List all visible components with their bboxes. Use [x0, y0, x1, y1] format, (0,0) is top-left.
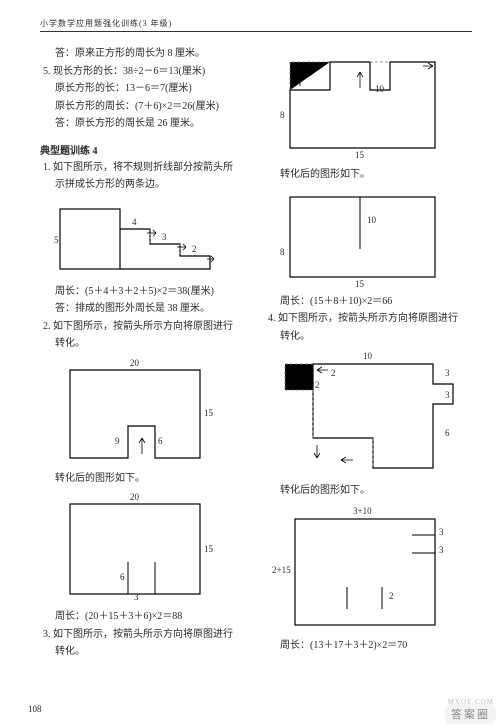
- label: 20: [130, 492, 139, 502]
- text-line: 周长：(20＋15＋3＋6)×2＝88: [55, 610, 247, 625]
- label: 15: [204, 544, 213, 554]
- figure-svg: [277, 505, 452, 633]
- label: 2+15: [272, 565, 291, 575]
- text-line: 答：排成的图形外周长是 38 厘米。: [55, 302, 247, 317]
- text-line: 4. 如下图所示，按箭头所示方向将原图进行: [268, 312, 472, 327]
- figure-svg: [275, 189, 450, 289]
- label: 6: [120, 572, 125, 582]
- figure-rect-transformed: 20 15 6 3: [60, 492, 220, 604]
- text-line: 转化后的图形如下。: [280, 168, 472, 183]
- label: 3: [445, 368, 450, 378]
- page-header: 小学数学应用题强化训练(3 年级): [40, 18, 472, 32]
- text-line: 3. 如下图所示，按箭头所示方向将原图进行: [43, 628, 247, 643]
- label: 3: [439, 527, 444, 537]
- figure-notch: 20 15 9 6: [60, 358, 220, 466]
- text-line: 周长：(13＋17＋3＋2)×2＝70: [280, 639, 472, 654]
- label: 2: [389, 591, 394, 601]
- text-line: 转化后的图形如下。: [280, 484, 472, 499]
- label: 2: [192, 244, 197, 254]
- figure-svg: [60, 358, 220, 466]
- text-line: 转化。: [55, 337, 247, 352]
- figure-staircase: 5 4 3 2: [52, 199, 222, 279]
- text-line: 周长：(5＋4＋3＋2＋5)×2＝38(厘米): [55, 285, 247, 300]
- figure-svg: [52, 199, 222, 279]
- text-line: 5. 现长方形的长：38÷2－6＝13(厘米): [43, 65, 247, 80]
- label: 3: [445, 390, 450, 400]
- label: 10: [375, 84, 384, 94]
- label: 3+10: [353, 506, 372, 516]
- figure-d: 3+10 3 3 2+15 2: [277, 505, 452, 633]
- label: 6: [158, 436, 163, 446]
- label: 6: [445, 428, 450, 438]
- page: 小学数学应用题强化训练(3 年级) 答：原来正方形的周长为 8 厘米。 5. 现…: [0, 0, 500, 671]
- text-line: 原长方形的长：13－6＝7(厘米): [55, 82, 247, 97]
- label: 15: [204, 408, 213, 418]
- label: 8: [280, 247, 285, 257]
- label: 10: [363, 351, 372, 361]
- figure-svg: [275, 50, 450, 162]
- text-line: 转化。: [280, 330, 472, 345]
- watermark-badge: 答案圈: [445, 704, 496, 724]
- label: 4: [132, 217, 137, 227]
- label: 8: [280, 110, 285, 120]
- text-line: 1. 如下图所示，将不规则折线部分按箭头所: [43, 161, 247, 176]
- text-line: 答：原长方形的周长是 26 厘米。: [55, 117, 247, 132]
- label: 3: [134, 592, 139, 602]
- figure-svg: [60, 492, 220, 604]
- text-line: 转化。: [55, 645, 247, 660]
- text-line: 示拼成长方形的两条边。: [55, 178, 247, 193]
- label: 10: [367, 215, 376, 225]
- two-columns: 答：原来正方形的周长为 8 厘米。 5. 现长方形的长：38÷2－6＝13(厘米…: [40, 44, 472, 663]
- figure-a: 8 10 15: [275, 50, 450, 162]
- label: 2: [315, 380, 320, 390]
- label: 2: [331, 368, 336, 378]
- text-line: 2. 如下图所示，按箭头所示方向将原图进行: [43, 320, 247, 335]
- right-column: 8 10 15 转化后的图形如下。 8 10 15 周长：(15＋8＋10)×2…: [265, 44, 472, 663]
- text-line: 周长：(15＋8＋10)×2＝66: [280, 295, 472, 310]
- section-title: 典型题训练 4: [40, 142, 247, 157]
- label: 15: [355, 279, 364, 289]
- figure-c: 10 2 2 3 3 6: [273, 350, 458, 478]
- figure-svg: [273, 350, 458, 478]
- label: 3: [439, 545, 444, 555]
- text-line: 答：原来正方形的周长为 8 厘米。: [55, 47, 247, 62]
- text-line: 转化后的图形如下。: [55, 472, 247, 487]
- page-number: 108: [28, 704, 42, 714]
- label: 15: [355, 150, 364, 160]
- label: 5: [54, 235, 59, 245]
- label: 20: [130, 358, 139, 368]
- label: 3: [162, 232, 167, 242]
- label: 9: [115, 436, 120, 446]
- text-line: 原长方形的周长：(7＋6)×2＝26(厘米): [55, 100, 247, 115]
- left-column: 答：原来正方形的周长为 8 厘米。 5. 现长方形的长：38÷2－6＝13(厘米…: [40, 44, 247, 663]
- figure-b: 8 10 15: [275, 189, 450, 289]
